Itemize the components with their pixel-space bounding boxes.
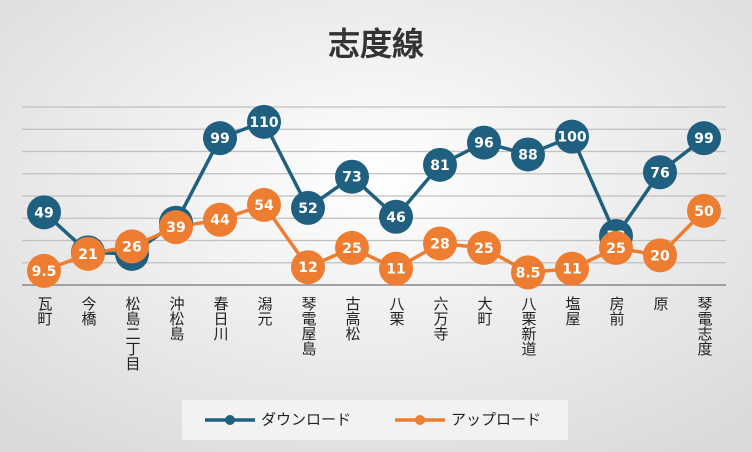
x-tick-label: 六万寺 xyxy=(432,296,450,341)
data-point xyxy=(555,119,589,154)
series-line xyxy=(43,202,706,275)
data-point xyxy=(423,226,457,261)
data-point xyxy=(27,195,61,230)
data-point xyxy=(335,230,369,265)
x-tick-label: 春日川 xyxy=(212,296,230,341)
data-label: 50 xyxy=(694,204,714,220)
x-tick-label: 琴電屋島 xyxy=(300,296,318,356)
x-tick-label: 塩屋 xyxy=(564,296,582,326)
data-point xyxy=(203,202,237,237)
data-point xyxy=(511,255,545,290)
data-label: 25 xyxy=(342,241,361,257)
data-point xyxy=(511,137,545,172)
x-tick-label: 大町 xyxy=(476,296,494,326)
data-label: 25 xyxy=(474,241,493,257)
x-tick-label: 古高松 xyxy=(344,296,362,341)
data-label: 99 xyxy=(210,131,229,147)
data-label: 52 xyxy=(298,201,317,217)
legend-label: アップロード xyxy=(451,411,541,429)
data-label: 8.5 xyxy=(516,265,541,281)
data-point xyxy=(687,121,721,156)
data-label: 110 xyxy=(249,115,278,131)
data-point xyxy=(423,147,457,182)
data-point xyxy=(379,251,413,286)
x-tick-label: 沖松島 xyxy=(168,296,186,341)
data-point xyxy=(467,125,501,160)
x-tick-label: 瓦町 xyxy=(36,296,54,326)
data-point xyxy=(379,199,413,234)
data-label: 26 xyxy=(122,239,141,255)
data-point xyxy=(159,210,193,245)
legend-marker xyxy=(415,415,425,425)
data-point xyxy=(643,238,677,273)
data-label: 46 xyxy=(386,210,405,226)
data-label: 100 xyxy=(557,130,586,146)
data-label: 44 xyxy=(210,213,230,229)
data-point xyxy=(247,187,281,222)
data-point xyxy=(643,155,677,190)
data-point xyxy=(247,104,281,139)
data-point xyxy=(71,236,105,271)
x-tick-label: 琴電志度 xyxy=(696,296,714,356)
data-label: 12 xyxy=(298,260,317,276)
x-tick-label: 原 xyxy=(652,296,670,311)
data-point xyxy=(599,230,633,265)
data-label: 11 xyxy=(562,262,581,278)
legend-label: ダウンロード xyxy=(261,411,351,429)
data-label: 9.5 xyxy=(32,264,57,280)
x-tick-label: 松島二丁目 xyxy=(124,296,142,371)
data-label: 39 xyxy=(166,220,185,236)
legend-marker xyxy=(225,415,235,425)
x-tick-label: 八栗新道 xyxy=(520,296,538,356)
data-label: 99 xyxy=(694,131,713,147)
data-point xyxy=(27,253,61,288)
data-label: 28 xyxy=(430,236,449,252)
x-tick-label: 房前 xyxy=(608,296,626,327)
x-tick-label: 潟元 xyxy=(256,296,274,327)
data-label: 96 xyxy=(474,136,493,152)
data-label: 25 xyxy=(606,241,625,257)
data-label: 88 xyxy=(518,147,537,163)
data-point xyxy=(467,230,501,265)
data-point xyxy=(555,251,589,286)
data-label: 21 xyxy=(78,247,97,263)
data-point xyxy=(291,190,325,225)
data-label: 20 xyxy=(650,248,670,264)
data-label: 81 xyxy=(430,158,449,174)
data-label: 49 xyxy=(34,205,53,221)
data-label: 73 xyxy=(342,170,361,186)
chart-title: 志度線 xyxy=(328,25,424,63)
data-point xyxy=(203,121,237,156)
data-label: 76 xyxy=(650,165,669,181)
data-point xyxy=(115,229,149,264)
data-label: 54 xyxy=(254,198,274,214)
data-point xyxy=(687,193,721,228)
x-tick-label: 今橋 xyxy=(80,296,98,326)
data-point xyxy=(291,250,325,285)
data-point xyxy=(335,159,369,194)
data-label: 11 xyxy=(386,262,405,278)
x-tick-label: 八栗 xyxy=(388,296,406,326)
